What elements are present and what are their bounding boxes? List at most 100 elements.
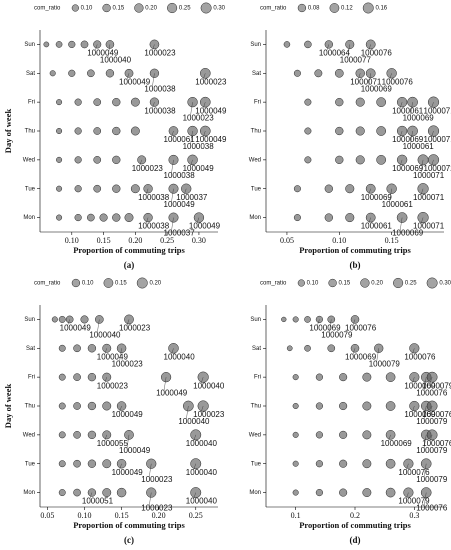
leader-line (104, 348, 107, 355)
point-label: 1000061 (392, 106, 424, 115)
point-label: 1000037 (176, 193, 208, 202)
x-tick-label: 0.3 (409, 511, 419, 520)
point (376, 126, 387, 136)
point (350, 344, 360, 353)
point-label: 1000049 (87, 49, 119, 58)
point-label: 1000040 (186, 497, 218, 506)
point-label: 1000079 (398, 497, 430, 506)
legend-label: 0.08 (308, 6, 320, 12)
point (112, 126, 121, 136)
point-label: 1000072 (424, 164, 451, 173)
point (74, 98, 82, 106)
point-label: 1000040 (193, 381, 225, 390)
point (168, 343, 179, 354)
point (56, 127, 63, 135)
point (58, 489, 66, 497)
leader-line (368, 188, 371, 195)
point (87, 69, 95, 78)
point (58, 431, 66, 439)
leader-line (203, 130, 206, 138)
point-label: 1000077 (340, 56, 372, 65)
y-tick-label: Tue (25, 461, 36, 467)
y-tick-label: Sun (250, 317, 261, 323)
point (116, 343, 127, 354)
point (68, 40, 76, 49)
point-label: 1000071 (413, 222, 445, 231)
point (87, 372, 97, 382)
legend-marker (297, 279, 305, 287)
point-label: 1000049 (195, 106, 227, 115)
point (304, 127, 312, 135)
point-label: 1000069 (345, 352, 377, 361)
point-label: 1000061 (382, 200, 414, 209)
panel: com_ratio 0.10 0.15 0.20 0.05 0.10 0.15 0.20 0.2… (3, 277, 225, 545)
point (339, 430, 348, 439)
leader-line (389, 188, 392, 202)
point (73, 402, 81, 410)
point (73, 431, 81, 439)
y-tick-label: Fri (254, 100, 261, 106)
point-label: 1000061 (164, 135, 196, 144)
point (385, 458, 396, 469)
point (374, 343, 384, 353)
point-label: 1000069 (392, 229, 424, 238)
point-label: 1000076 (382, 77, 414, 86)
point (362, 372, 372, 382)
leader-line (97, 319, 100, 333)
point (56, 185, 63, 192)
point (93, 98, 102, 106)
point-label: 1000023 (195, 77, 227, 86)
legend-title: com_ratio (34, 281, 61, 287)
point (87, 459, 97, 468)
x-tick-label: 0.05 (280, 236, 294, 245)
point-label: 1000061 (403, 142, 435, 151)
leader-line (89, 492, 93, 499)
point (385, 372, 396, 382)
panel-label: (a) (124, 260, 135, 270)
point-label: 1000069 (392, 135, 424, 144)
point-label: 1000069 (392, 164, 424, 173)
legend-marker (426, 277, 438, 289)
leader-line (126, 434, 130, 448)
point (315, 402, 323, 410)
leader-line (190, 159, 193, 166)
legend-marker (393, 277, 404, 289)
leader-line (152, 102, 155, 109)
point-label: 1000040 (89, 331, 121, 340)
point (409, 343, 420, 354)
point (324, 184, 333, 193)
point (327, 315, 336, 324)
point-label: 1000079 (416, 417, 448, 426)
point (149, 97, 160, 107)
panel-label: (b) (350, 260, 361, 270)
point (116, 401, 127, 411)
x-tick-label: 0.20 (128, 236, 142, 245)
panel-label: (d) (350, 535, 361, 545)
y-tick-label: Thu (25, 404, 35, 410)
point-label: 1000040 (164, 352, 196, 361)
point (55, 41, 63, 48)
leader-line (184, 188, 187, 195)
point (146, 458, 157, 469)
point-label: 1000023 (144, 49, 176, 58)
point (58, 344, 66, 352)
legend-label: 0.20 (145, 6, 157, 12)
point-label: 1000049 (156, 388, 188, 397)
leader-line (171, 217, 174, 231)
y-tick-label: Fri (28, 100, 35, 106)
legend-label: 0.12 (341, 6, 353, 12)
point (304, 344, 311, 352)
leader-line (171, 159, 174, 173)
point-label: 1000040 (186, 468, 218, 477)
point (160, 372, 172, 383)
point-label: 1000023 (132, 164, 164, 173)
leader-line (424, 405, 427, 420)
leader-line (368, 44, 371, 51)
point-label: 1000076 (404, 352, 436, 361)
point-label: 1000038 (164, 171, 196, 180)
legend-marker (102, 3, 111, 13)
leader-line (406, 492, 409, 499)
leader-line (126, 319, 130, 326)
legend-label: 0.15 (339, 281, 351, 287)
leader-line (119, 405, 122, 413)
